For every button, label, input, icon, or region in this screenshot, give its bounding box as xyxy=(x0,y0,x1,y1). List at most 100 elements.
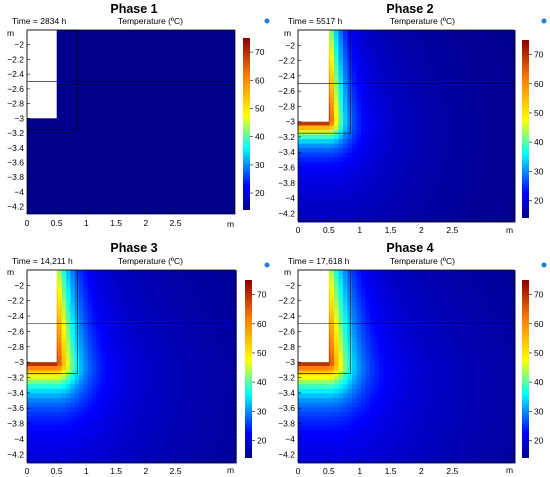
temperature-cell xyxy=(482,279,489,286)
temperature-cell xyxy=(406,270,412,276)
y-tick-label: −2.6 xyxy=(7,84,24,94)
temperature-cell xyxy=(505,80,511,87)
temperature-cell xyxy=(204,329,211,336)
temperature-cell xyxy=(482,166,489,173)
temperature-cell xyxy=(307,189,313,196)
temperature-cell xyxy=(57,315,64,322)
temperature-cell xyxy=(161,370,168,377)
temperature-cell xyxy=(415,193,421,200)
temperature-cell xyxy=(401,84,408,91)
temperature-cell xyxy=(40,452,46,459)
temperature-cell xyxy=(428,334,435,340)
temperature-cell xyxy=(66,379,72,386)
temperature-cell xyxy=(48,448,55,455)
temperature-cell xyxy=(496,80,502,87)
temperature-cell xyxy=(374,211,381,218)
temperature-cell xyxy=(410,320,417,327)
temperature-cell xyxy=(57,443,64,450)
temperature-cell xyxy=(61,338,68,345)
temperature-cell xyxy=(204,279,211,286)
temperature-cell xyxy=(96,315,103,322)
settings-icon[interactable] xyxy=(541,262,547,268)
temperature-cell xyxy=(316,161,322,168)
temperature-cell xyxy=(213,420,220,427)
temperature-cell xyxy=(469,143,475,150)
temperature-cell xyxy=(105,274,111,281)
temperature-cell xyxy=(365,302,372,308)
temperature-cell xyxy=(383,311,390,318)
y-tick-label: −3.2 xyxy=(7,128,24,138)
temperature-cell xyxy=(329,334,336,340)
temperature-cell xyxy=(442,80,448,87)
temperature-cell xyxy=(298,152,304,159)
temperature-cell xyxy=(482,80,489,87)
temperature-cell xyxy=(79,452,85,459)
temperature-cell xyxy=(311,125,318,132)
temperature-cell xyxy=(174,457,181,464)
temperature-cell xyxy=(482,189,489,196)
temperature-cell xyxy=(437,134,444,141)
temperature-cell xyxy=(509,52,516,59)
temperature-cell xyxy=(464,292,471,299)
temperature-cell xyxy=(109,306,116,313)
x-tick-label: 1.5 xyxy=(110,466,122,476)
temperature-cell xyxy=(383,198,390,205)
temperature-cell xyxy=(57,320,64,327)
temperature-cell xyxy=(139,343,146,350)
temperature-cell xyxy=(183,279,189,286)
temperature-cell xyxy=(311,189,318,196)
temperature-cell xyxy=(464,30,471,36)
temperature-cell xyxy=(57,292,64,299)
temperature-cell xyxy=(230,270,237,276)
temperature-cell xyxy=(213,384,220,391)
y-tick-label: −2.8 xyxy=(278,101,295,111)
temperature-cell xyxy=(424,61,430,68)
temperature-cell xyxy=(298,170,304,177)
temperature-cell xyxy=(379,189,385,196)
temperature-cell xyxy=(482,306,489,313)
temperature-cell xyxy=(374,75,381,82)
temperature-cell xyxy=(370,30,376,36)
temperature-cell xyxy=(500,134,507,141)
settings-icon[interactable] xyxy=(264,18,270,24)
temperature-cell xyxy=(109,420,116,427)
temperature-cell xyxy=(178,343,185,350)
temperature-cell xyxy=(144,283,150,290)
temperature-cell xyxy=(217,347,224,354)
temperature-cell xyxy=(87,420,94,427)
temperature-cell xyxy=(334,207,340,214)
temperature-cell xyxy=(410,306,417,313)
temperature-cell xyxy=(424,329,430,336)
temperature-cell xyxy=(424,175,430,182)
temperature-cell xyxy=(455,207,462,214)
temperature-cell xyxy=(144,384,150,391)
temperature-cell xyxy=(187,361,194,368)
temperature-cell xyxy=(79,457,85,464)
temperature-cell xyxy=(392,61,399,68)
temperature-cell xyxy=(35,398,42,404)
temperature-cell xyxy=(334,48,340,55)
temperature-cell xyxy=(209,324,215,331)
temperature-cell xyxy=(307,166,313,173)
temperature-cell xyxy=(70,398,77,404)
temperature-cell xyxy=(424,52,430,59)
temperature-cell xyxy=(442,52,448,59)
temperature-cell xyxy=(482,161,489,168)
temperature-cell xyxy=(388,207,394,214)
temperature-cell xyxy=(338,302,345,308)
temperature-cell xyxy=(442,189,448,196)
settings-icon[interactable] xyxy=(541,18,547,24)
temperature-cell xyxy=(347,161,354,168)
temperature-cell xyxy=(338,274,345,281)
temperature-cell xyxy=(135,292,142,299)
temperature-cell xyxy=(170,283,176,290)
temperature-cell xyxy=(191,311,198,318)
temperature-cell xyxy=(388,175,394,182)
temperature-cell xyxy=(437,75,444,82)
temperature-cell xyxy=(361,157,367,164)
temperature-cell xyxy=(424,211,430,218)
temperature-cell xyxy=(401,324,408,331)
temperature-cell xyxy=(424,116,430,123)
temperature-cell xyxy=(509,283,516,290)
settings-icon[interactable] xyxy=(264,262,270,268)
